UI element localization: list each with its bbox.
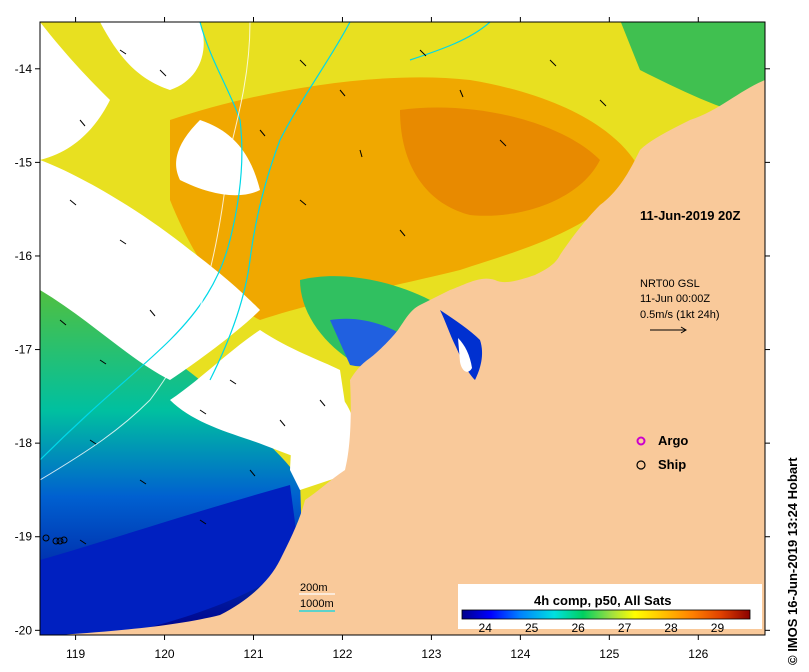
- colorbar-gradient: [461, 609, 751, 620]
- current-source: NRT00 GSL: [640, 278, 700, 290]
- x-tick-label: 121: [243, 647, 263, 661]
- ship-label: Ship: [658, 457, 686, 472]
- map-panel: [40, 22, 765, 635]
- current-legend: NRT00 GSL 11-Jun 00:00Z 0.5m/s (1kt 24h): [640, 278, 719, 334]
- inlet-white: [458, 338, 472, 372]
- y-tick-label: -16: [15, 249, 33, 263]
- x-tick-label: 126: [688, 647, 708, 661]
- colorbar-ticks: 24 25 26 27 28 29: [479, 621, 725, 635]
- x-tick-label: 123: [421, 647, 441, 661]
- contour-200-label: 200m: [300, 582, 328, 594]
- y-tick-label: -15: [15, 155, 33, 169]
- x-tick-label: 124: [510, 647, 530, 661]
- ship-track: [42, 534, 68, 545]
- colorbar-tick-label: 26: [571, 621, 585, 635]
- x-axis: 119 120 121 122 123 124 125 126: [66, 17, 709, 661]
- credit-text: © IMOS 16-Jun-2019 13:24 Hobart: [785, 457, 800, 665]
- cold-water-coastal: [40, 485, 300, 635]
- map-timestamp: 11-Jun-2019 20Z: [640, 208, 741, 223]
- colorbar-tick-label: 29: [711, 621, 725, 635]
- y-tick-label: -20: [15, 623, 33, 637]
- y-tick-label: -18: [15, 436, 33, 450]
- land-mass: [60, 80, 765, 635]
- contour-1000-label: 1000m: [300, 598, 334, 610]
- colorbar-title: 4h comp, p50, All Sats: [534, 593, 672, 608]
- colorbar-tick-label: 27: [618, 621, 632, 635]
- marker-legend: Argo Ship: [636, 433, 688, 472]
- ne-green-band: [620, 22, 765, 120]
- no-data-regions: [40, 22, 360, 490]
- x-tick-label: 122: [332, 647, 352, 661]
- argo-marker-icon: [636, 436, 646, 446]
- colorbar-tick-label: 24: [479, 621, 493, 635]
- x-tick-label: 119: [66, 647, 85, 661]
- argo-label: Argo: [658, 433, 688, 448]
- colorbar-tick-label: 28: [664, 621, 678, 635]
- x-tick-label: 120: [155, 647, 175, 661]
- colorbar: 4h comp, p50, All Sats 24 25 26 27 28 29: [458, 584, 762, 635]
- y-axis: -14 -15 -16 -17 -18 -19 -20: [15, 62, 770, 637]
- contour-legend: 200m 1000m: [299, 582, 335, 612]
- depth-contours: [40, 22, 491, 461]
- y-tick-label: -17: [15, 343, 33, 357]
- shelf-green-band: [300, 276, 430, 360]
- current-vectors: [59, 49, 607, 545]
- x-tick-label: 125: [599, 647, 619, 661]
- map-frame: [39, 21, 766, 636]
- ship-marker-icon: [636, 460, 646, 470]
- scale-arrowhead-icon: [680, 326, 687, 334]
- colorbar-tick-label: 25: [525, 621, 539, 635]
- y-tick-label: -19: [15, 530, 33, 544]
- hot-water-core: [400, 107, 600, 216]
- depth-contours-1000: [40, 22, 251, 481]
- current-datetime: 11-Jun 00:00Z: [640, 293, 710, 305]
- current-scale: 0.5m/s (1kt 24h): [640, 309, 719, 321]
- y-tick-label: -14: [15, 62, 33, 76]
- colorbar-background: [458, 584, 762, 629]
